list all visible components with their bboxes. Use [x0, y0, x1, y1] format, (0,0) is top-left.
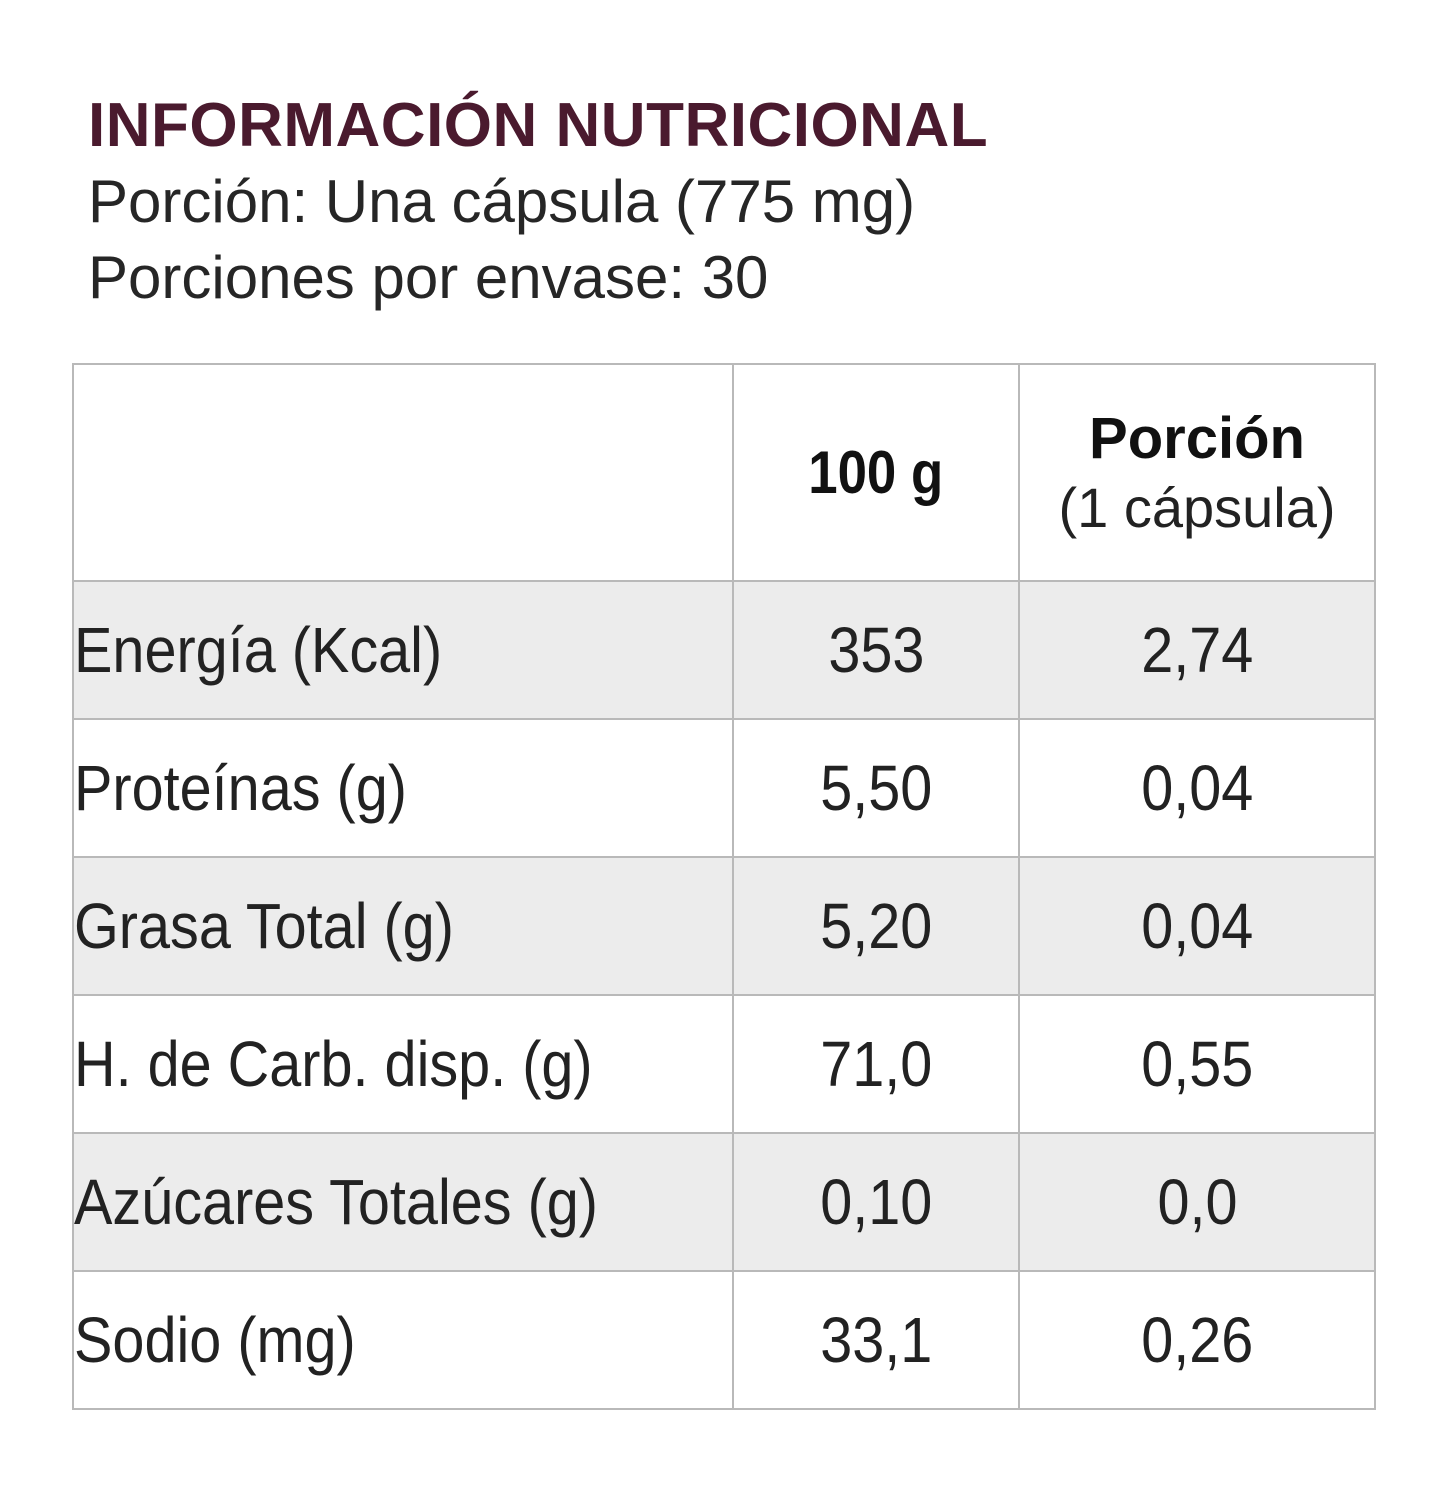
value-per-portion-text: 0,55 [1140, 1028, 1254, 1100]
table-header-row: 100 g Porción (1 cápsula) [72, 363, 1376, 582]
value-per-portion-text: 0,04 [1140, 890, 1254, 962]
value-per-100g-text: 353 [827, 614, 925, 686]
nutrient-label: Sodio (mg) [72, 1270, 734, 1410]
table-row: Energía (Kcal) 353 2,74 [72, 580, 1376, 720]
value-per-100g: 5,20 [732, 856, 1020, 996]
table-row: Proteínas (g) 5,50 0,04 [72, 718, 1376, 858]
header-per-100g-label: 100 g [808, 438, 944, 506]
header-cell-per-portion: Porción (1 cápsula) [1018, 363, 1376, 582]
nutrition-table-container: 100 g Porción (1 cápsula) Energía (Kcal)… [72, 363, 1376, 1410]
nutrient-label: Proteínas (g) [72, 718, 734, 858]
value-per-100g: 5,50 [732, 718, 1020, 858]
table-row: Azúcares Totales (g) 0,10 0,0 [72, 1132, 1376, 1272]
nutrient-label: Grasa Total (g) [72, 856, 734, 996]
servings-per-container: Porciones por envase: 30 [88, 244, 769, 311]
nutrient-label: Azúcares Totales (g) [72, 1132, 734, 1272]
value-per-portion-text: 0,04 [1140, 752, 1254, 824]
value-per-100g-text: 33,1 [819, 1304, 933, 1376]
nutrient-label: Energía (Kcal) [72, 580, 734, 720]
header-cell-nutrient [72, 363, 734, 582]
nutrient-label-text: Azúcares Totales (g) [74, 1166, 598, 1238]
value-per-portion-text: 2,74 [1140, 614, 1254, 686]
nutrient-label-text: H. de Carb. disp. (g) [74, 1028, 593, 1100]
nutrient-label-text: Energía (Kcal) [74, 614, 443, 686]
header-per-portion-sublabel: (1 cápsula) [1058, 475, 1336, 539]
value-per-portion: 0,0 [1018, 1132, 1376, 1272]
value-per-100g-text: 5,50 [819, 752, 933, 824]
value-per-portion-text: 0,26 [1140, 1304, 1254, 1376]
value-per-100g-text: 5,20 [819, 890, 933, 962]
value-per-100g-text: 71,0 [819, 1028, 933, 1100]
header-per-portion-label: Porción [1089, 405, 1305, 471]
value-per-100g: 71,0 [732, 994, 1020, 1134]
page-title: INFORMACIÓN NUTRICIONAL [88, 91, 989, 160]
header-cell-per-100g: 100 g [732, 363, 1020, 582]
value-per-portion-text: 0,0 [1156, 1166, 1238, 1238]
value-per-100g: 353 [732, 580, 1020, 720]
value-per-portion: 0,55 [1018, 994, 1376, 1134]
nutrient-label-text: Sodio (mg) [74, 1304, 356, 1376]
value-per-100g: 33,1 [732, 1270, 1020, 1410]
nutrient-label-text: Grasa Total (g) [74, 890, 454, 962]
table-row: Grasa Total (g) 5,20 0,04 [72, 856, 1376, 996]
table-row: H. de Carb. disp. (g) 71,0 0,55 [72, 994, 1376, 1134]
nutrient-label-text: Proteínas (g) [74, 752, 407, 824]
nutrition-header: INFORMACIÓN NUTRICIONAL Porción: Una cáp… [88, 88, 1368, 316]
value-per-portion: 0,26 [1018, 1270, 1376, 1410]
table-row: Sodio (mg) 33,1 0,26 [72, 1270, 1376, 1410]
value-per-portion: 2,74 [1018, 580, 1376, 720]
value-per-100g-text: 0,10 [819, 1166, 933, 1238]
value-per-portion: 0,04 [1018, 856, 1376, 996]
nutrition-table: 100 g Porción (1 cápsula) Energía (Kcal)… [72, 363, 1376, 1410]
value-per-100g: 0,10 [732, 1132, 1020, 1272]
nutrient-label: H. de Carb. disp. (g) [72, 994, 734, 1134]
value-per-portion: 0,04 [1018, 718, 1376, 858]
serving-size: Porción: Una cápsula (775 mg) [88, 168, 916, 235]
